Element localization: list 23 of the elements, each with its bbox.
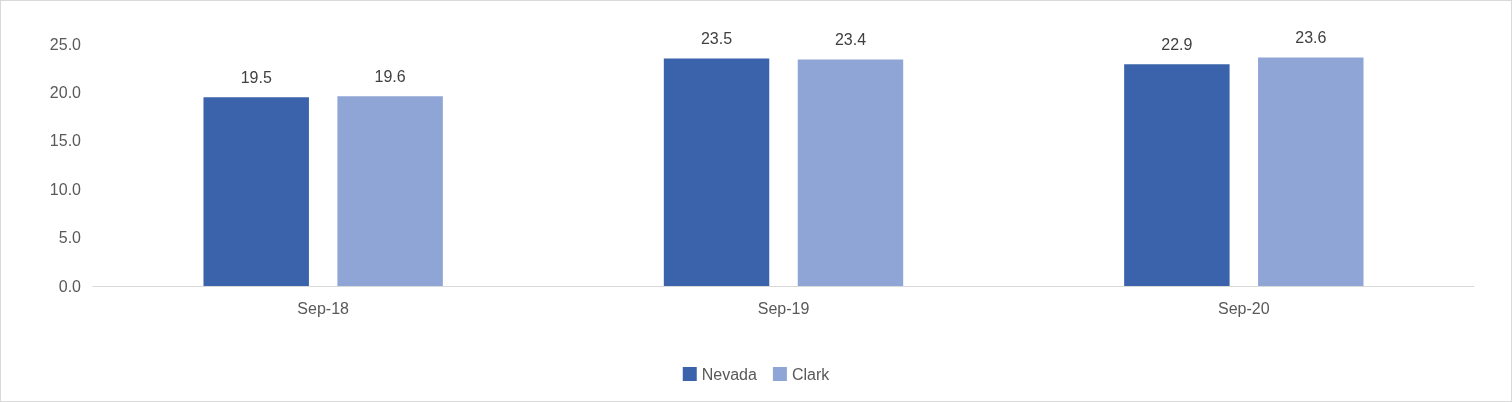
bar — [797, 59, 904, 286]
y-tick-label: 25.0 — [49, 35, 82, 53]
x-tick-label: Sep-18 — [297, 299, 350, 317]
x-tick-label: Sep-19 — [757, 299, 810, 317]
bar — [663, 58, 770, 286]
y-tick-label: 10.0 — [49, 180, 82, 198]
data-label: 19.6 — [374, 67, 406, 85]
legend-label: Nevada — [701, 365, 758, 383]
y-tick-label: 0.0 — [58, 277, 82, 295]
data-label: 23.5 — [700, 30, 733, 48]
y-tick-label: 5.0 — [58, 229, 82, 247]
data-label: 19.5 — [240, 68, 272, 86]
bar — [203, 97, 309, 286]
bar — [1258, 57, 1364, 286]
data-label: 22.9 — [1161, 35, 1193, 53]
data-label: 23.4 — [834, 30, 867, 48]
y-tick-label: 15.0 — [49, 132, 82, 150]
bar — [1124, 64, 1230, 286]
x-tick-label: Sep-20 — [1218, 299, 1270, 317]
data-label: 23.6 — [1295, 29, 1327, 47]
bar — [337, 96, 443, 286]
legend-label: Clark — [791, 365, 831, 383]
y-tick-label: 20.0 — [49, 83, 82, 101]
